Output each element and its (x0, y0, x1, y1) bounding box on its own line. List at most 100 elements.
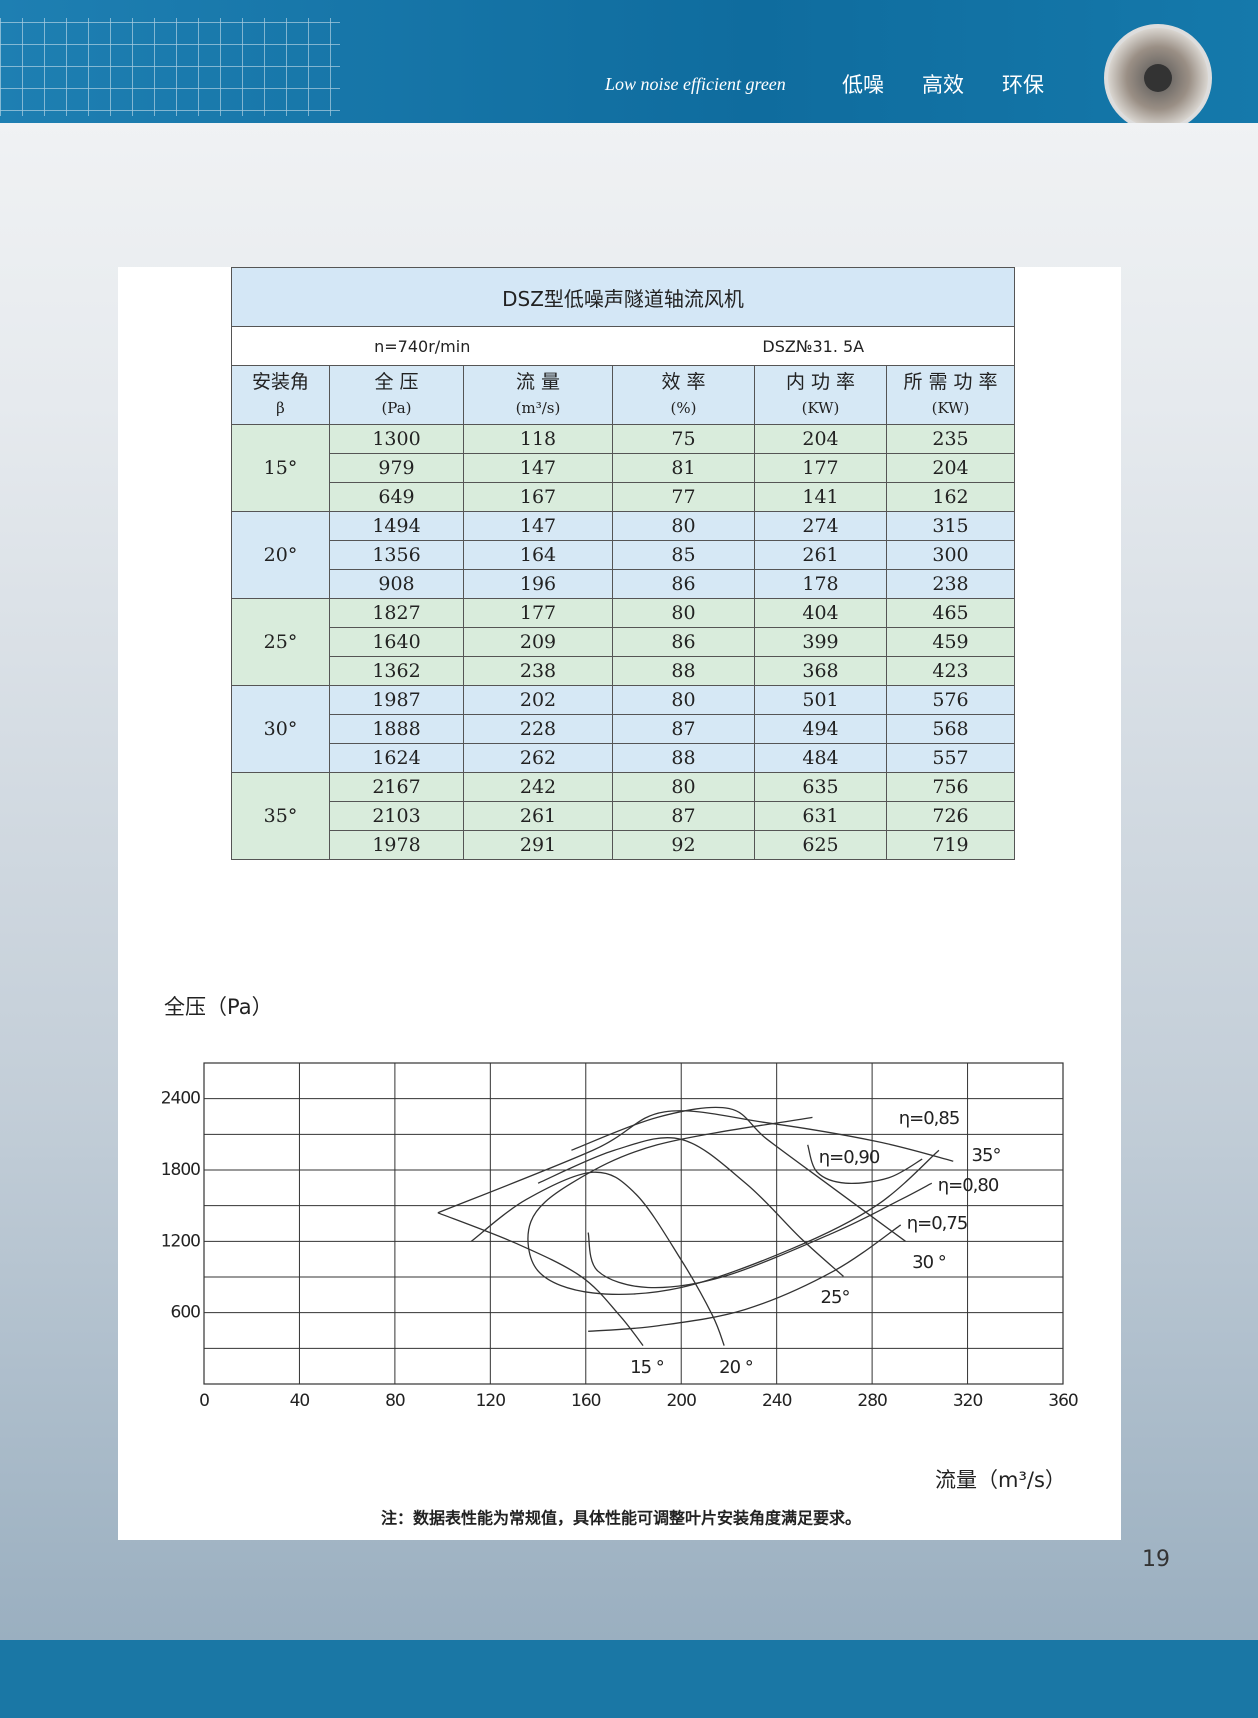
data-cell: 501 (754, 685, 887, 715)
data-cell: 459 (886, 627, 1015, 657)
data-row: 1888 228 87 494 568 (231, 714, 1015, 744)
data-cell: 1827 (329, 598, 464, 628)
data-row: 908 196 86 178 238 (231, 569, 1015, 599)
data-cell: 557 (886, 743, 1015, 773)
data-cell: 1362 (329, 656, 464, 686)
data-cell: 404 (754, 598, 887, 628)
data-cell: 979 (329, 453, 464, 483)
slogan: 环保 (1002, 73, 1044, 97)
data-cell: 177 (463, 598, 613, 628)
page-number: 19 (1142, 1547, 1170, 1572)
data-cell: 77 (612, 482, 755, 512)
header-row: 安装角 β 全 压 (Pa) 流 量 (m³/s) 效 率 (%) 内 功 率 (KW) 所 需 功… (231, 365, 1015, 425)
data-row: 30° 1987 202 80 501 576 (231, 685, 1015, 773)
data-row: 1362 238 88 368 423 (231, 656, 1015, 686)
column-unit: (Pa) (381, 399, 412, 417)
data-cell: 1978 (329, 830, 464, 860)
data-cell: 649 (329, 482, 464, 512)
column-name: 全 压 (374, 371, 419, 393)
column-name: 流 量 (515, 371, 561, 393)
data-cell: 204 (754, 424, 887, 454)
info-row: n=740r/min DSZ№31. 5A (231, 326, 1015, 366)
column-header: 所 需 功 率 (KW) (886, 365, 1015, 425)
data-cell: 2103 (329, 801, 464, 831)
speed: n=740r/min (231, 326, 613, 366)
data-row: 15° 1300 118 75 204 235 (231, 424, 1015, 512)
data-cell: 162 (886, 482, 1015, 512)
data-cell: 141 (754, 482, 887, 512)
data-row: 1978 291 92 625 719 (231, 830, 1015, 860)
data-cell: 80 (612, 511, 755, 541)
data-row: 1624 262 88 484 557 (231, 743, 1015, 773)
data-cell: 238 (886, 569, 1015, 599)
data-cell: 80 (612, 685, 755, 715)
data-cell: 88 (612, 743, 755, 773)
data-row: 979 147 81 177 204 (231, 453, 1015, 483)
model: DSZ№31. 5A (612, 326, 1015, 366)
data-cell: 484 (754, 743, 887, 773)
data-row: 649 167 77 141 162 (231, 482, 1015, 512)
data-cell: 576 (886, 685, 1015, 715)
slogan: 高效 (922, 73, 964, 97)
data-cell: 209 (463, 627, 613, 657)
data-cell: 118 (463, 424, 613, 454)
column-name: 效 率 (661, 371, 706, 393)
column-unit: (KW) (801, 399, 840, 417)
data-cell: 423 (886, 656, 1015, 686)
column-header: 效 率 (%) (612, 365, 755, 425)
data-cell: 147 (463, 453, 613, 483)
data-cell: 1888 (329, 714, 464, 744)
data-row: 1356 164 85 261 300 (231, 540, 1015, 570)
angle-cell: 20° (231, 511, 330, 599)
data-cell: 494 (754, 714, 887, 744)
data-cell: 167 (463, 482, 613, 512)
data-cell: 315 (886, 511, 1015, 541)
data-cell: 177 (754, 453, 887, 483)
data-cell: 300 (886, 540, 1015, 570)
data-cell: 1987 (329, 685, 464, 715)
data-cell: 291 (463, 830, 613, 860)
data-cell: 1300 (329, 424, 464, 454)
data-cell: 1494 (329, 511, 464, 541)
data-cell: 399 (754, 627, 887, 657)
data-cell: 465 (886, 598, 1015, 628)
data-cell: 1356 (329, 540, 464, 570)
column-header: 全 压 (Pa) (329, 365, 464, 425)
data-cell: 261 (463, 801, 613, 831)
data-cell: 2167 (329, 772, 464, 802)
data-cell: 147 (463, 511, 613, 541)
data-row: 25° 1827 177 80 404 465 (231, 598, 1015, 686)
column-name: 安装角 (251, 371, 309, 393)
table-title: DSZ型低噪声隧道轴流风机 (231, 267, 1015, 327)
data-row: 35° 2167 242 80 635 756 (231, 772, 1015, 860)
data-cell: 202 (463, 685, 613, 715)
data-cell: 631 (754, 801, 887, 831)
column-unit: (m³/s) (515, 399, 561, 417)
column-header: 安装角 β (231, 365, 330, 425)
column-unit: (%) (670, 399, 697, 417)
data-cell: 88 (612, 656, 755, 686)
column-header: 内 功 率 (KW) (754, 365, 887, 425)
data-cell: 178 (754, 569, 887, 599)
data-cell: 92 (612, 830, 755, 860)
column-unit: (KW) (931, 399, 970, 417)
angle-cell: 25° (231, 598, 330, 686)
data-cell: 756 (886, 772, 1015, 802)
slogan: 低噪 (842, 73, 884, 97)
title-row: DSZ型低噪声隧道轴流风机 (231, 267, 1015, 327)
data-cell: 568 (886, 714, 1015, 744)
data-row: 1640 209 86 399 459 (231, 627, 1015, 657)
data-cell: 87 (612, 801, 755, 831)
footer-band (0, 1640, 1258, 1718)
data-cell: 87 (612, 714, 755, 744)
data-cell: 1640 (329, 627, 464, 657)
data-cell: 908 (329, 569, 464, 599)
tagline: Low noise efficient green (604, 74, 786, 94)
data-cell: 164 (463, 540, 613, 570)
data-cell: 625 (754, 830, 887, 860)
data-cell: 368 (754, 656, 887, 686)
column-header: 流 量 (m³/s) (463, 365, 613, 425)
column-name: 所 需 功 率 (903, 371, 998, 393)
data-cell: 85 (612, 540, 755, 570)
